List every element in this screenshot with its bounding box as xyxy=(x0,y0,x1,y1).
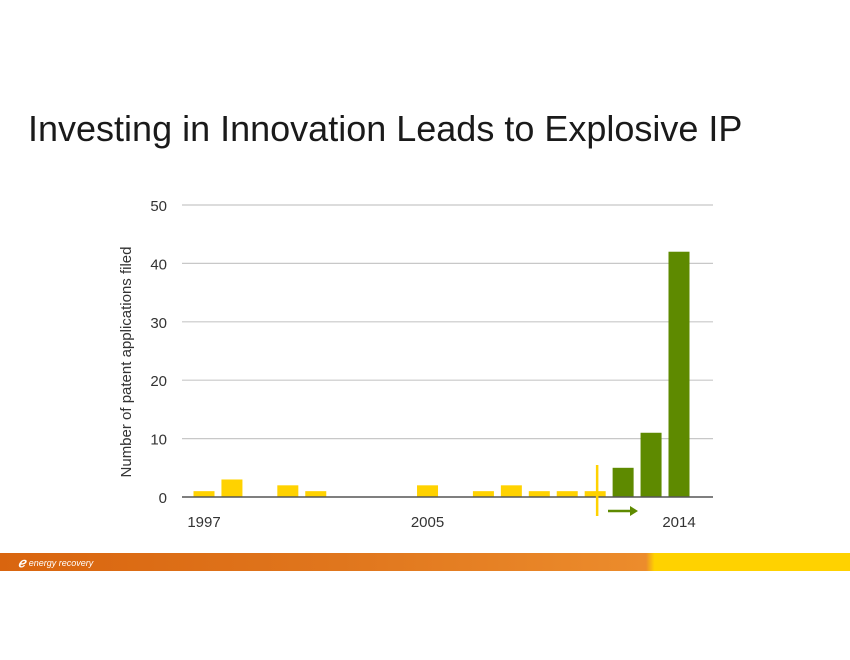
y-tick-label: 50 xyxy=(150,198,167,215)
bar-2010 xyxy=(556,491,578,497)
bar-2012 xyxy=(612,467,634,497)
x-tick-label: 2005 xyxy=(411,514,444,531)
arrow-right-icon xyxy=(630,506,638,516)
y-tick-label: 40 xyxy=(150,256,167,273)
company-logo: ℯ energy recovery xyxy=(18,555,93,571)
bar-2013 xyxy=(640,432,662,497)
logo-icon: ℯ xyxy=(18,555,26,570)
y-axis-label: Number of patent applications filed xyxy=(118,247,135,478)
bar-2011 xyxy=(584,491,606,497)
bar-2014 xyxy=(668,251,690,497)
bar-2009 xyxy=(528,491,550,497)
y-tick-label: 10 xyxy=(150,432,167,449)
bar-2005 xyxy=(417,485,439,497)
bar-2000 xyxy=(277,485,299,497)
bar-2008 xyxy=(500,485,522,497)
slide-title: Investing in Innovation Leads to Explosi… xyxy=(28,108,743,149)
bar-chart: 0 10 20 30 40 50 1997 2005 2014 Number of patent … xyxy=(118,198,713,531)
y-tick-label: 30 xyxy=(150,315,167,332)
footer-band: ℯ energy recovery xyxy=(0,553,850,571)
bar-2001 xyxy=(305,491,327,497)
x-tick-label: 1997 xyxy=(187,514,220,531)
x-tick-label: 2014 xyxy=(662,514,695,531)
bar-1997 xyxy=(193,491,215,497)
y-tick-label: 0 xyxy=(159,490,167,507)
bar-2007 xyxy=(472,491,494,497)
y-tick-label: 20 xyxy=(150,373,167,390)
logo-text: energy recovery xyxy=(28,558,94,568)
bar-1998 xyxy=(221,479,243,497)
